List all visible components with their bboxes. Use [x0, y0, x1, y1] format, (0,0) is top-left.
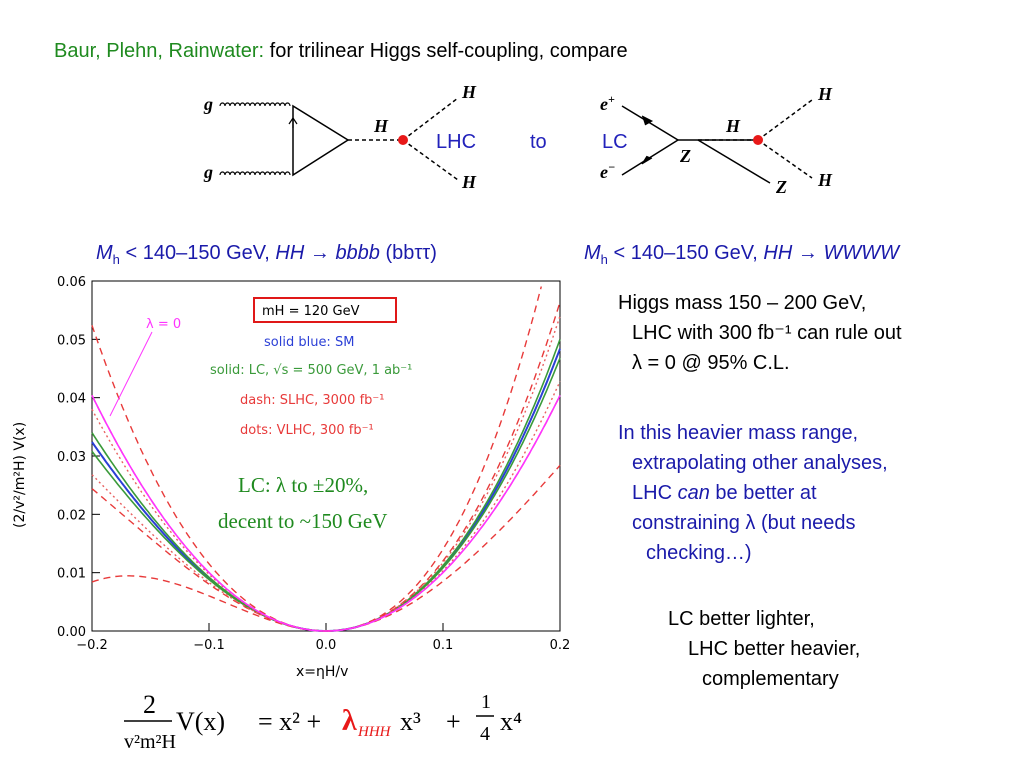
y-tick-label: 0.05 — [57, 333, 86, 348]
feynman-diagrams: g g H H H LHC to LC e+ e− Z H Z H H — [203, 82, 833, 197]
legend-slhc: dash: SLHC, 3000 fb⁻¹ — [240, 393, 384, 408]
legend-lc: solid: LC, √s = 500 GeV, 1 ab⁻¹ — [210, 363, 412, 378]
x-tick-label: −0.1 — [193, 638, 225, 653]
higgs-label-lc-mid: H — [725, 116, 741, 136]
lc-annotation-1: LC: λ to ±20%, — [238, 473, 368, 497]
trilinear-vertex-lc — [753, 135, 763, 145]
x-tick-label: 0.1 — [433, 638, 454, 653]
plot-frame — [91, 280, 561, 632]
y-tick-label: 0.00 — [57, 625, 86, 640]
note-mass-range: Higgs mass 150 – 200 GeV, LHC with 300 f… — [618, 292, 902, 374]
potential-plot: −0.2 −0.1 0.0 0.1 0.2 0.00 0.01 0.02 0.03 0.04 0.0… — [12, 275, 571, 680]
heading-right: Mh < 140–150 GeV, HH → WWWW — [584, 242, 899, 267]
legend-sm: solid blue: SM — [264, 335, 354, 350]
legend-mass: mH = 120 GeV — [262, 304, 360, 319]
potential-formula: 2 v²m²H V(x) = x² + λ HHH x³ + 1 4 x⁴ — [124, 690, 522, 753]
electron-label: e− — [600, 160, 615, 182]
x-tick-label: −0.2 — [76, 638, 108, 653]
y-tick-label: 0.02 — [57, 508, 86, 523]
lambda0-pointer — [109, 331, 153, 417]
gluon-label-bottom: g — [203, 162, 213, 182]
formula-frac-den: 4 — [480, 723, 490, 745]
mass-box — [253, 297, 397, 323]
formula-den: v²m²H — [124, 731, 176, 753]
note-heavier-range: In this heavier mass range, extrapolatin… — [618, 422, 888, 564]
y-tick-label: 0.03 — [57, 450, 86, 465]
formula-lambda: λ — [342, 704, 357, 737]
z-label-mid: Z — [679, 146, 691, 166]
gluon-label-top: g — [203, 94, 213, 114]
legend-lambda0: λ = 0 — [146, 317, 181, 332]
curve-lambda0 — [91, 394, 561, 632]
note-complementary: LC better lighter, LHC better heavier, c… — [668, 608, 861, 690]
higgs-label-bottom: H — [461, 172, 477, 192]
higgs-label-top: H — [461, 82, 477, 102]
formula-lhs: V(x) — [176, 707, 225, 736]
legend-vlhc: dots: VLHC, 300 fb⁻¹ — [240, 423, 374, 438]
title-rest: for trilinear Higgs self-coupling, compa… — [264, 40, 628, 62]
formula-x4: x⁴ — [500, 707, 522, 736]
higgs-label-lc-top: H — [817, 84, 833, 104]
x-tick-label: 0.0 — [316, 638, 337, 653]
heading-left: Mh < 140–150 GeV, HH → bbbb (bbττ) — [96, 242, 437, 267]
higgs-label-lc-bottom: H — [817, 170, 833, 190]
y-tick-label: 0.06 — [57, 275, 86, 290]
y-axis-label: (2/v²/m²H) V(x) — [12, 422, 28, 528]
lhc-diagram: g g H H H — [203, 82, 477, 192]
trilinear-vertex — [398, 135, 408, 145]
lhc-label: LHC — [436, 131, 476, 153]
lc-annotation-2: decent to ~150 GeV — [218, 509, 387, 533]
title-authors: Baur, Plehn, Rainwater: — [54, 40, 265, 62]
formula-eq: = x² + — [258, 707, 321, 736]
higgs-label-mid: H — [373, 116, 389, 136]
formula-x3: x³ — [400, 707, 421, 736]
formula-frac-num: 1 — [481, 691, 491, 713]
slide-title: Baur, Plehn, Rainwater: for trilinear Hi… — [54, 40, 628, 63]
formula-plus: + — [446, 707, 461, 736]
positron-label: e+ — [600, 92, 615, 114]
z-label-out: Z — [775, 177, 787, 197]
curve-slhc — [91, 325, 561, 632]
y-tick-label: 0.04 — [57, 392, 86, 407]
formula-lambda-sub: HHH — [357, 724, 392, 740]
x-tick-label: 0.2 — [550, 638, 571, 653]
formula-num: 2 — [143, 690, 156, 719]
x-axis-label: x=ηH/v — [296, 664, 348, 680]
y-tick-label: 0.01 — [57, 567, 86, 582]
lc-label: LC — [602, 131, 628, 153]
to-label: to — [530, 131, 547, 153]
lc-diagram: e+ e− Z H Z H H — [600, 84, 833, 197]
